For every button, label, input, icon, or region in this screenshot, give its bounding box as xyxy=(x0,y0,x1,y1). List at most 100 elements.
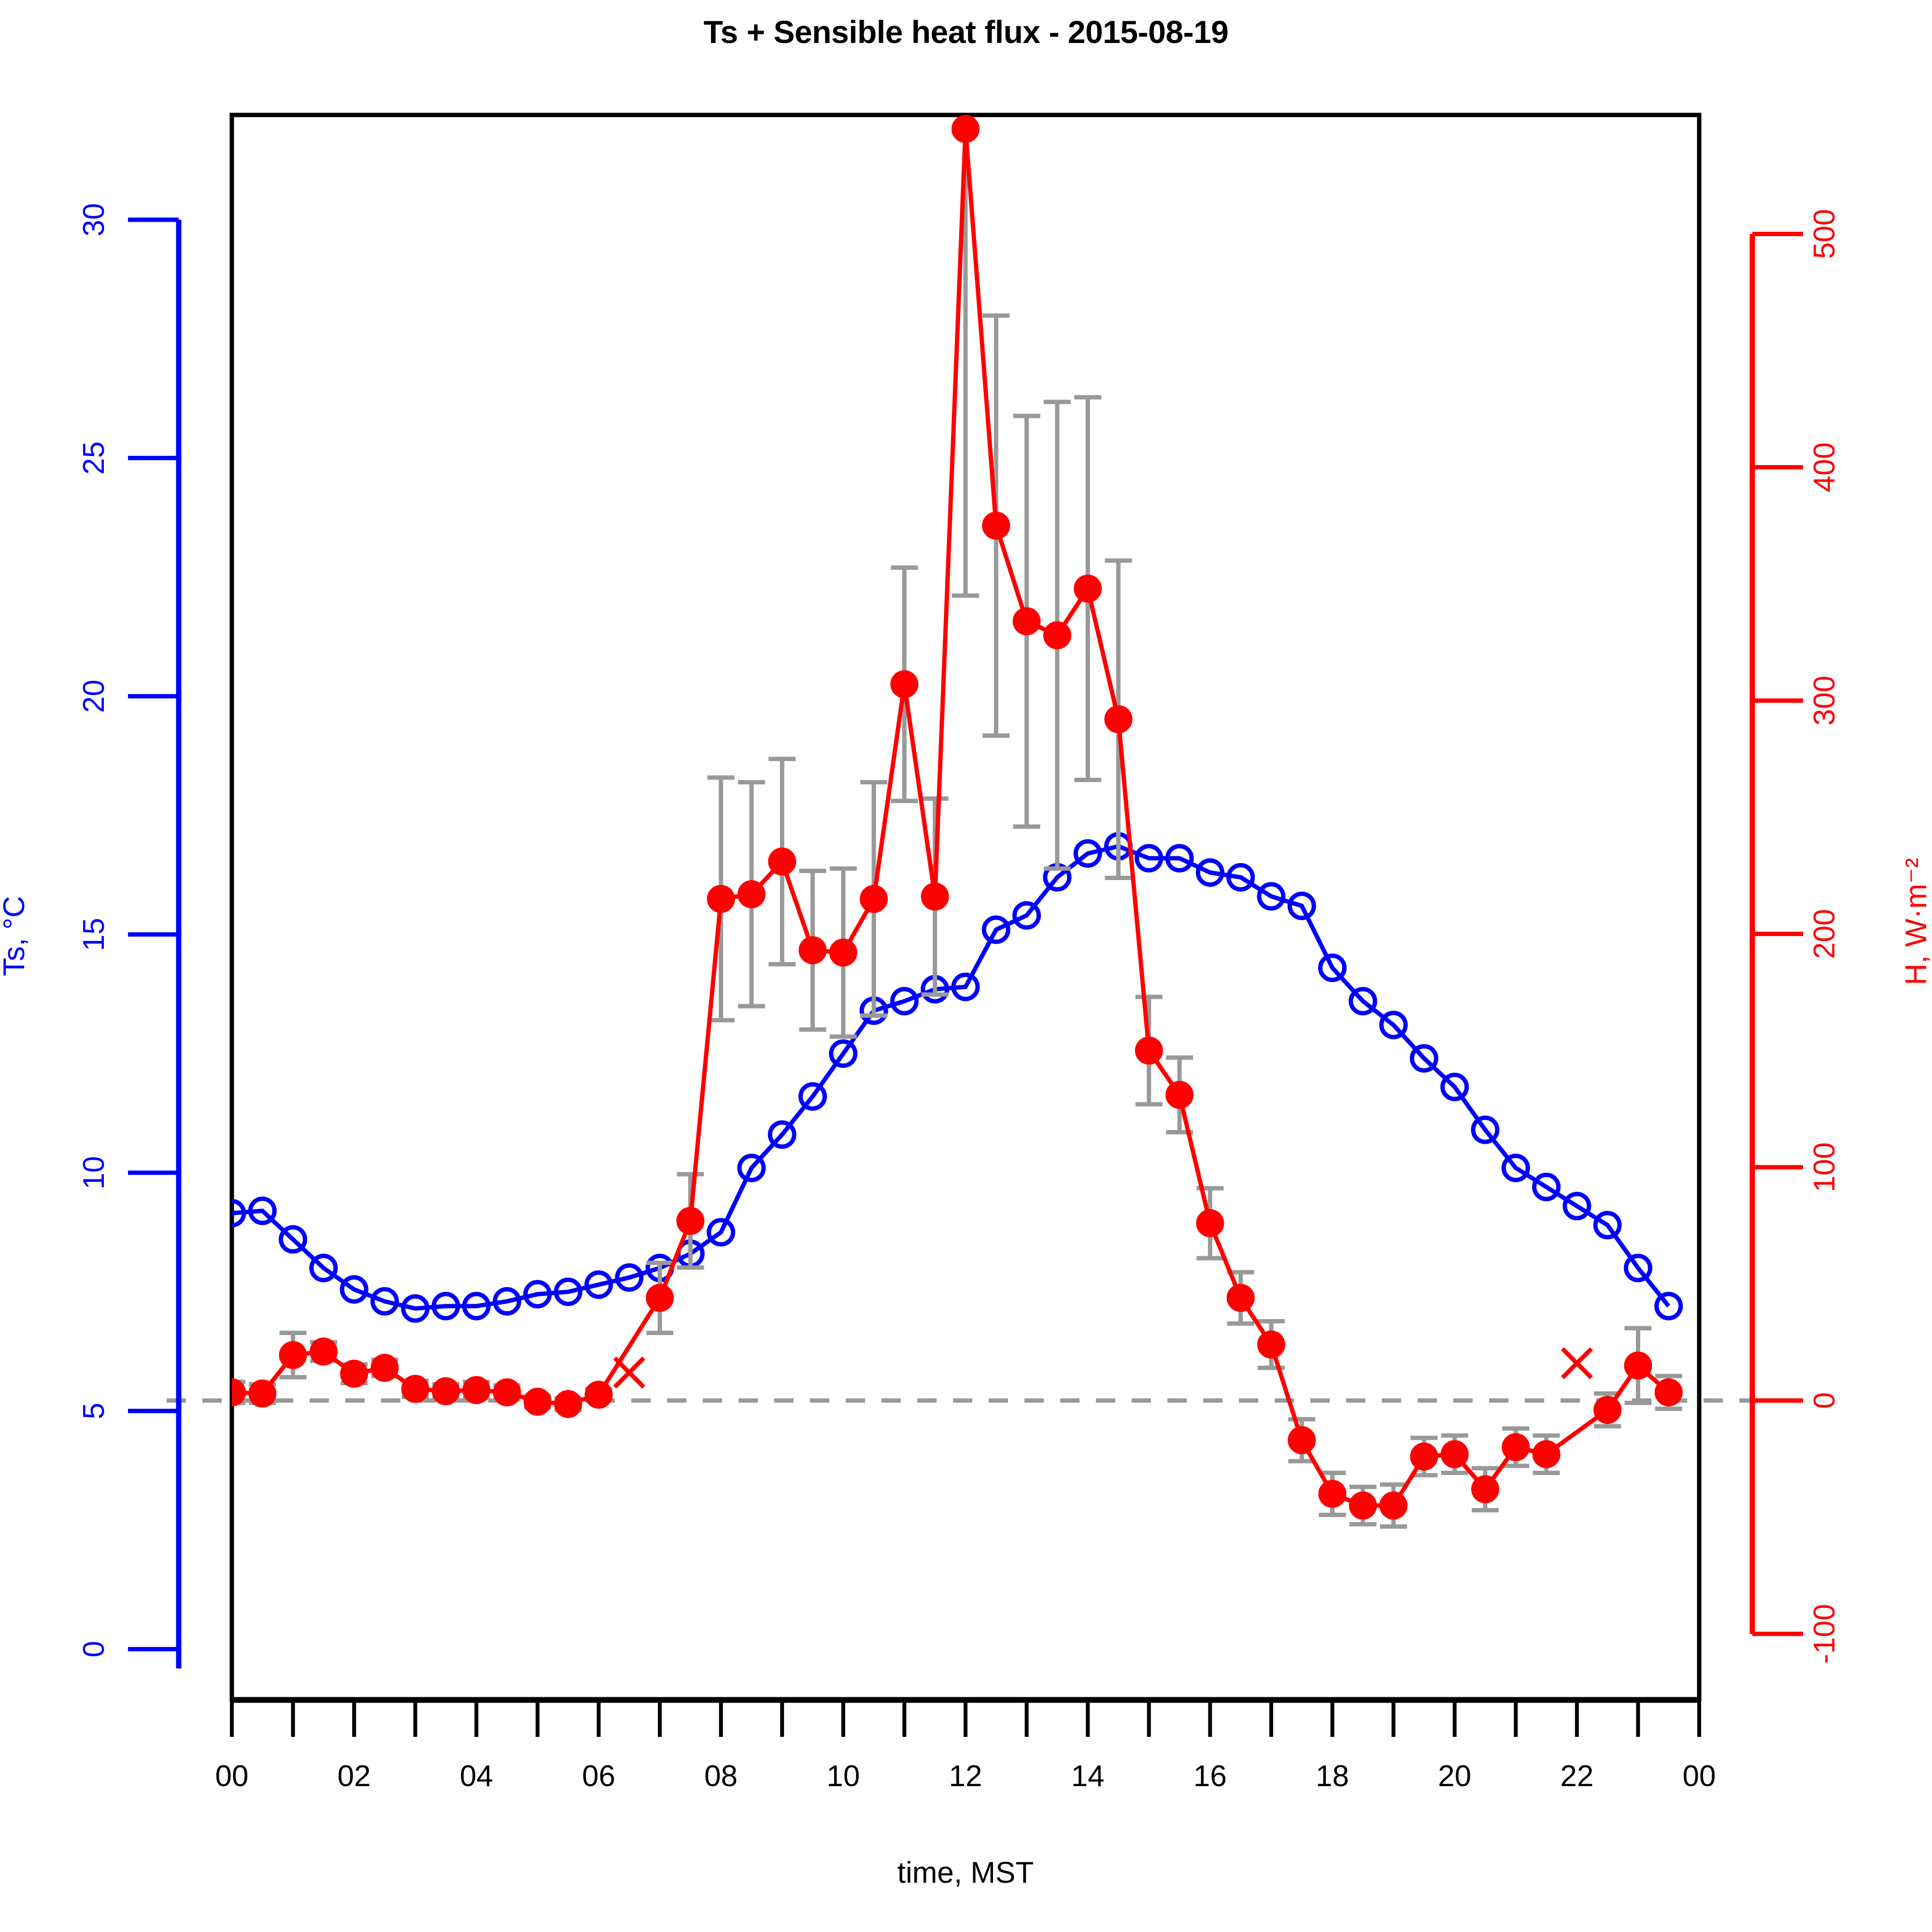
data-point-H xyxy=(493,1378,521,1406)
data-point-Ts xyxy=(1409,1044,1438,1073)
data-point-Ts xyxy=(951,972,980,1001)
data-point-H xyxy=(523,1388,552,1416)
data-point-H xyxy=(1349,1492,1377,1520)
data-point-Ts xyxy=(1623,1253,1652,1282)
right-axis-tick-label: 100 xyxy=(1808,1142,1841,1192)
data-point-H xyxy=(1074,574,1102,603)
data-point-Ts xyxy=(1471,1115,1500,1144)
data-point-Ts xyxy=(707,1218,736,1247)
data-point-H xyxy=(1257,1330,1285,1359)
data-point-H xyxy=(1410,1442,1438,1471)
data-point-H xyxy=(707,885,735,913)
data-point-H xyxy=(1471,1475,1499,1504)
bottom-axis-tick-label: 10 xyxy=(826,1760,860,1793)
series-line-Ts xyxy=(232,844,1671,1311)
bottom-axis-tick-label: 06 xyxy=(582,1760,615,1793)
data-point-Ts xyxy=(798,1082,827,1111)
left-axis-title: Ts, °C xyxy=(0,896,31,976)
data-point-H xyxy=(921,882,949,911)
left-axis-tick-label: 5 xyxy=(77,1403,111,1419)
data-point-Ts xyxy=(1532,1173,1561,1202)
data-point-Ts xyxy=(248,1196,277,1225)
data-point-Ts xyxy=(1257,882,1286,911)
right-axis-tick-label: 300 xyxy=(1808,676,1841,725)
left-axis-tick-label: 15 xyxy=(77,918,111,951)
data-point-Ts xyxy=(431,1292,460,1321)
right-axis-tick-label: 400 xyxy=(1808,442,1841,492)
data-point-Ts xyxy=(767,1120,796,1149)
data-point-Ts xyxy=(309,1253,338,1282)
data-point-Ts xyxy=(462,1292,491,1321)
data-point-Ts xyxy=(1379,1010,1408,1039)
data-point-H xyxy=(340,1360,369,1388)
data-point-Ts xyxy=(890,987,919,1016)
left-axis-tick-label: 25 xyxy=(77,441,111,475)
data-point-H xyxy=(1318,1479,1347,1508)
bottom-axis-tick-label: 02 xyxy=(338,1760,371,1793)
data-point-H xyxy=(1654,1378,1683,1406)
data-point-H xyxy=(1288,1426,1316,1454)
data-point-Ts xyxy=(232,1199,246,1228)
bottom-axis-tick-label: 16 xyxy=(1193,1760,1227,1793)
data-point-Ts xyxy=(981,915,1010,944)
left-axis-tick-label: 10 xyxy=(77,1156,111,1189)
data-point-H xyxy=(248,1379,277,1408)
data-point-Ts xyxy=(1563,1192,1591,1221)
data-point-Ts xyxy=(1593,1210,1622,1239)
data-point-Ts xyxy=(279,1225,308,1254)
data-point-H xyxy=(829,938,857,967)
data-point-H xyxy=(1593,1396,1622,1424)
bottom-axis-tick-label: 20 xyxy=(1438,1760,1471,1793)
series-line-H xyxy=(232,128,1670,1508)
data-point-Ts xyxy=(1318,953,1347,982)
sunrise-x-marker xyxy=(613,1356,645,1389)
data-point-Ts xyxy=(829,1039,858,1068)
x-axis-title: time, MST xyxy=(897,1856,1034,1889)
data-point-Ts xyxy=(737,1153,766,1182)
data-point-Ts xyxy=(1012,901,1041,930)
data-point-H xyxy=(982,511,1010,540)
data-point-H xyxy=(279,1341,307,1369)
data-point-Ts xyxy=(1165,844,1194,873)
data-point-H xyxy=(232,1378,246,1406)
bottom-axis-tick-label: 14 xyxy=(1071,1760,1105,1793)
data-point-H xyxy=(1043,621,1071,650)
bottom-axis-tick-label: 04 xyxy=(460,1760,493,1793)
data-point-Ts xyxy=(1501,1153,1530,1182)
data-point-H xyxy=(554,1390,582,1418)
data-point-Ts xyxy=(554,1278,582,1307)
bottom-axis-tick-label: 08 xyxy=(704,1760,738,1793)
right-axis-tick-label: 0 xyxy=(1808,1392,1841,1408)
data-point-Ts xyxy=(1226,863,1255,892)
data-point-H xyxy=(1012,607,1041,636)
data-point-H xyxy=(401,1375,429,1403)
data-point-H xyxy=(370,1354,399,1382)
data-point-Ts xyxy=(340,1275,369,1304)
data-point-H xyxy=(584,1380,613,1409)
data-point-Ts xyxy=(1287,892,1316,921)
data-point-Ts xyxy=(493,1287,522,1316)
data-point-H xyxy=(1104,705,1133,734)
data-point-H xyxy=(1379,1492,1408,1520)
sunset-x-marker xyxy=(1561,1347,1593,1379)
data-point-Ts xyxy=(370,1287,399,1316)
data-point-H xyxy=(1226,1284,1255,1312)
data-point-H xyxy=(860,885,888,913)
data-point-H xyxy=(676,1207,705,1235)
data-point-H xyxy=(737,880,766,909)
series-Ts xyxy=(232,832,1683,1323)
data-point-Ts xyxy=(401,1294,430,1323)
right-axis-tick-label: 500 xyxy=(1808,209,1841,259)
data-point-Ts xyxy=(1349,987,1378,1016)
data-point-H xyxy=(768,847,796,876)
bottom-axis-tick-label: 00 xyxy=(1683,1760,1716,1793)
data-point-H xyxy=(1165,1080,1194,1109)
data-point-H xyxy=(309,1337,338,1366)
data-point-H xyxy=(798,936,827,965)
bottom-axis-tick-label: 00 xyxy=(215,1760,249,1793)
data-point-H xyxy=(462,1376,491,1404)
bottom-axis-tick-label: 22 xyxy=(1560,1760,1593,1793)
